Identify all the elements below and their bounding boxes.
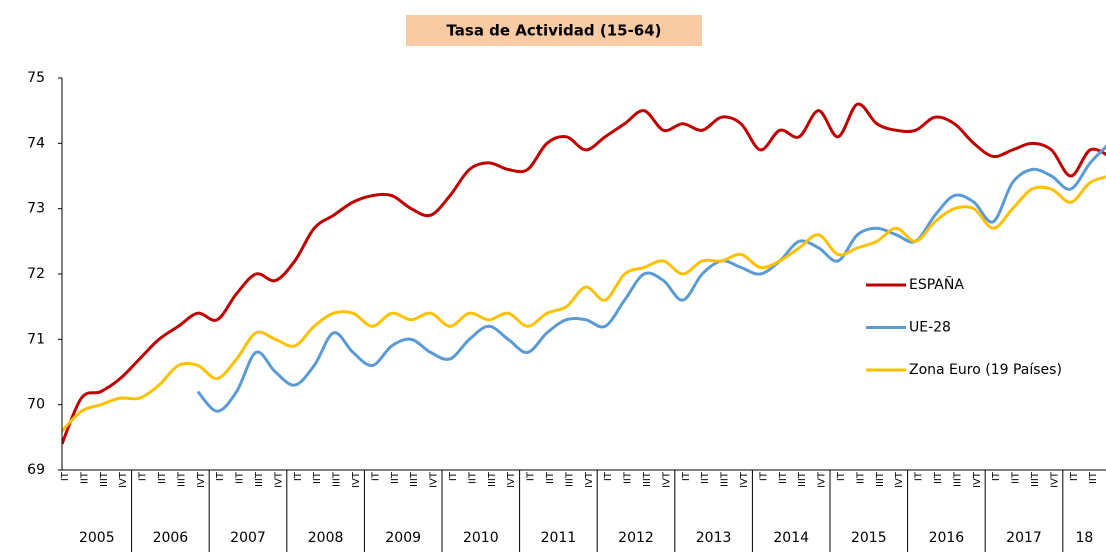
x-tick-label: IT [215,471,226,481]
year-label: 2006 [153,530,189,546]
x-tick-label: IIIT [797,471,808,487]
x-tick-label: IIIT [99,471,110,487]
x-tick-label: IT [914,471,925,481]
x-tick-label: IIT [1011,471,1022,484]
x-tick-label: IIT [623,471,634,484]
year-label: 2011 [541,530,577,546]
year-label: 2015 [851,530,887,546]
x-tick-label: IT [836,471,847,481]
x-tick-label: IT [1069,471,1080,481]
series-line [62,175,1106,432]
x-tick-label: IVT [817,471,828,488]
y-tick-label: 73 [27,201,45,217]
x-tick-label: IT [681,471,692,481]
x-tick-label: IVT [894,471,905,488]
year-label: 18 [1075,530,1093,546]
x-tick-label: IIIT [564,471,575,487]
year-label: 2008 [308,530,344,546]
year-label: 2007 [230,530,266,546]
x-tick-label: IT [370,471,381,481]
x-tick-label: IIT [79,471,90,484]
x-tick-label: IVT [661,471,672,488]
x-tick-label: IT [758,471,769,481]
x-tick-label: IIT [933,471,944,484]
legend-label: UE-28 [909,320,951,336]
x-tick-label: IIT [235,471,246,484]
x-tick-label: IIIT [409,471,420,487]
plot-area [62,102,1106,445]
year-label: 2009 [385,530,421,546]
y-tick-label: 69 [27,462,45,478]
x-tick-label: IIT [157,471,168,484]
x-tick-label: IVT [584,471,595,488]
year-label: 2012 [618,530,654,546]
x-tick-label: IIT [1088,471,1099,484]
x-tick-label: IIIT [254,471,265,487]
x-tick-label: IIIT [1030,471,1041,487]
x-tick-label: IT [526,471,537,481]
x-tick-label: IVT [972,471,983,488]
x-tick-label: IIT [390,471,401,484]
year-label: 2017 [1006,530,1042,546]
x-tick-label: IIIT [642,471,653,487]
year-label: 2014 [773,530,809,546]
x-tick-label: IVT [118,471,129,488]
x-tick-label: IIIT [952,471,963,487]
x-tick-label: IT [448,471,459,481]
x-tick-label: IT [603,471,614,481]
series-line [62,102,1106,445]
x-tick-label: IIT [700,471,711,484]
x-tick-label: IIT [467,471,478,484]
x-tick-label: IT [293,471,304,481]
x-tick-label: IT [991,471,1002,481]
x-tick-label: IIT [855,471,866,484]
x-tick-label: IIIT [487,471,498,487]
x-tick-label: IT [138,471,149,481]
series-line [196,144,1106,413]
x-tick-label: IVT [351,471,362,488]
legend-label: Zona Euro (19 Países) [909,362,1062,378]
x-tick-label: IVT [739,471,750,488]
x-tick-label: IIT [778,471,789,484]
x-tick-label: IVT [1049,471,1060,488]
y-tick-label: 75 [27,70,45,86]
x-tick-label: IVT [429,471,440,488]
title-box [406,15,702,46]
y-tick-label: 70 [27,397,45,413]
x-tick-label: IIT [312,471,323,484]
x-tick-label: IVT [273,471,284,488]
y-tick-label: 72 [27,266,45,282]
x-tick-label: IT [60,471,71,481]
y-tick-label: 71 [27,331,45,347]
year-label: 2016 [929,530,965,546]
year-label: 2010 [463,530,499,546]
x-tick-label: IVT [506,471,517,488]
x-tick-label: IIIT [720,471,731,487]
legend-label: ESPAÑA [909,276,964,293]
year-label: 2005 [79,530,115,546]
x-tick-label: IIIT [332,471,343,487]
x-tick-label: IVT [196,471,207,488]
x-tick-label: IIIT [875,471,886,487]
x-tick-label: IIIT [176,471,187,487]
y-tick-label: 74 [27,135,45,151]
x-tick-label: IIT [545,471,556,484]
chart-title: Tasa de Actividad (15-64) [446,22,661,40]
year-label: 2013 [696,530,732,546]
